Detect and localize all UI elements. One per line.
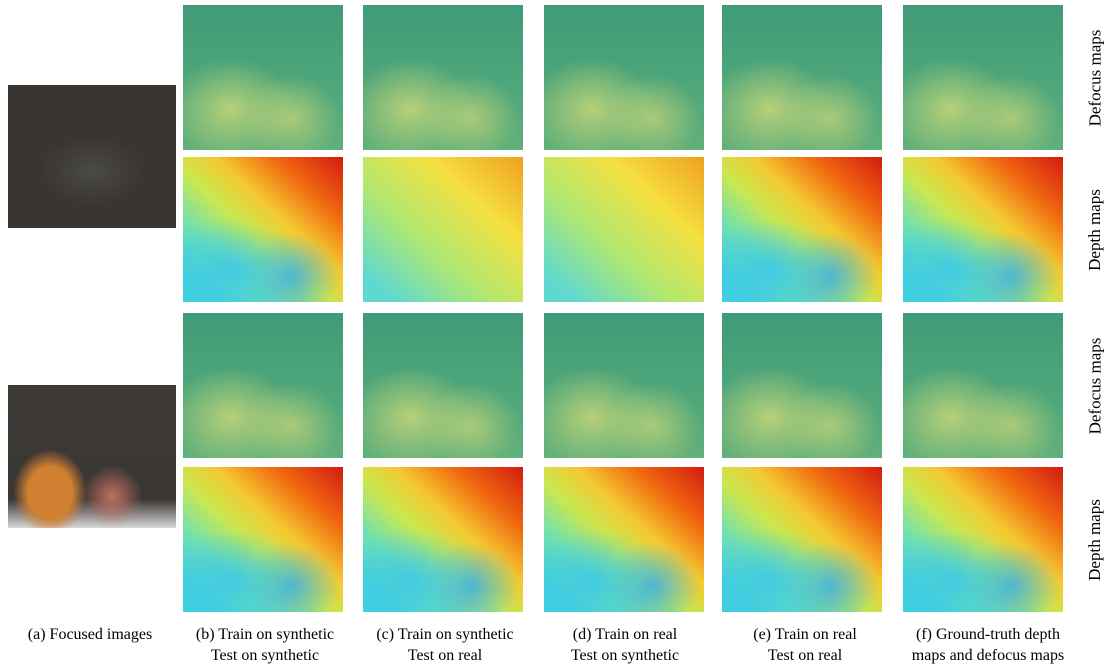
depth-map xyxy=(363,467,523,612)
row-label-text: Defocus maps xyxy=(1085,29,1105,126)
row-label: Defocus maps xyxy=(1080,5,1110,150)
defocus-map xyxy=(544,313,704,458)
caption-line: (b) Train on synthetic xyxy=(175,624,355,645)
figure: Defocus maps Depth maps Defocus maps Depth … xyxy=(0,0,1111,667)
depth-map xyxy=(903,157,1063,302)
caption-line: (c) Train on synthetic xyxy=(355,624,535,645)
row-label-text: Defocus maps xyxy=(1085,337,1105,434)
defocus-map xyxy=(363,313,523,458)
row-label-text: Depth maps xyxy=(1085,499,1105,581)
defocus-map xyxy=(544,5,704,150)
depth-map xyxy=(183,157,343,302)
defocus-map xyxy=(903,313,1063,458)
row-label-text: Depth maps xyxy=(1085,189,1105,271)
depth-map xyxy=(722,467,882,612)
depth-map xyxy=(544,157,704,302)
depth-map xyxy=(363,157,523,302)
caption-line: (d) Train on real xyxy=(535,624,715,645)
caption-line: maps and defocus maps xyxy=(898,645,1078,666)
caption-line: Test on synthetic xyxy=(535,645,715,666)
caption-line: Test on synthetic xyxy=(175,645,355,666)
depth-map xyxy=(183,467,343,612)
caption-line: (a) Focused images xyxy=(0,624,180,645)
depth-map xyxy=(544,467,704,612)
caption-line: Test on real xyxy=(355,645,535,666)
row-label: Defocus maps xyxy=(1080,313,1110,458)
defocus-map xyxy=(722,313,882,458)
defocus-map xyxy=(363,5,523,150)
caption-line: (e) Train on real xyxy=(715,624,895,645)
defocus-map xyxy=(722,5,882,150)
defocus-map xyxy=(903,5,1063,150)
depth-map xyxy=(722,157,882,302)
caption-line: Test on real xyxy=(715,645,895,666)
defocus-map xyxy=(183,313,343,458)
row-label: Depth maps xyxy=(1080,467,1110,612)
focused-image xyxy=(8,85,176,228)
depth-map xyxy=(903,467,1063,612)
caption-line: (f) Ground-truth depth xyxy=(898,624,1078,645)
defocus-map xyxy=(183,5,343,150)
focused-image xyxy=(8,385,176,528)
row-label: Depth maps xyxy=(1080,157,1110,302)
caption: (a) Focused images xyxy=(0,624,180,645)
